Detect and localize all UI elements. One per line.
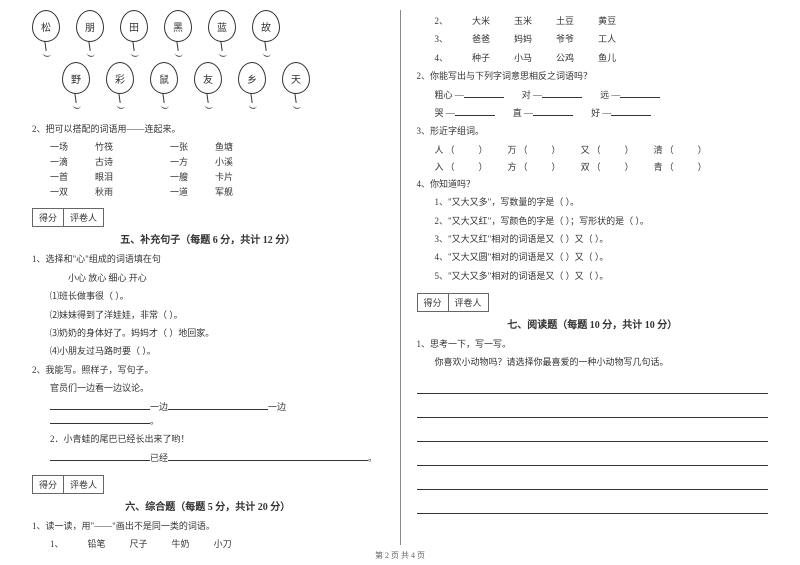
page-footer: 第 2 页 共 4 页 (0, 550, 800, 561)
column-divider (400, 10, 401, 545)
s6-q1-stem: 1、读一读，用"——"画出不是同一类的词语。 (32, 519, 384, 533)
score-box-7: 得分 评卷人 (417, 293, 769, 312)
balloon: 田 (120, 10, 150, 52)
s6-q4-item: 2、"又大又红"，写颜色的字是（ ）；写形状的是（ ）。 (417, 214, 769, 228)
writing-line (417, 472, 769, 490)
writing-line (417, 376, 769, 394)
s5-q2-stem: 2、我能写。照样子，写句子。 (32, 363, 384, 377)
balloon: 彩 (106, 62, 136, 104)
s6-q2-stem: 2、你能写出与下列字词意思相反之词语吗？ (417, 69, 769, 83)
page-container: 松 朋 田 黑 蓝 故 野 彩 鼠 友 乡 天 2、把可以搭配的词语用——连起来… (0, 0, 800, 565)
writing-line (417, 400, 769, 418)
s7-q1-stem: 1、思考一下，写一写。 (417, 337, 769, 351)
balloon: 野 (62, 62, 92, 104)
score-label: 得分 (32, 475, 64, 494)
balloon: 黑 (164, 10, 194, 52)
s6-q4-item: 3、"又大又红"相对的词语是又（ ）又（ ）。 (417, 232, 769, 246)
balloon-row-2: 野 彩 鼠 友 乡 天 (62, 62, 384, 104)
s6-q4-item: 1、"又大又多"，写数量的字是（ ）。 (417, 195, 769, 209)
s5-q1-item: ⑴班长做事很（ ）。 (32, 289, 384, 303)
reviewer-label: 评卷人 (64, 208, 104, 227)
s6-q3-row2: 入（ ） 方（ ） 双（ ） 青（ ） (435, 160, 769, 173)
score-label: 得分 (32, 208, 64, 227)
s5-q1-options: 小心 放心 细心 开心 (32, 271, 384, 285)
s6-q3-stem: 3、形近字组词。 (417, 124, 769, 138)
score-label: 得分 (417, 293, 449, 312)
s5-q1-item: ⑷小朋友过马路时要（ ）。 (32, 344, 384, 358)
s5-q1-item: ⑵妹妹得到了洋娃娃，非常（ ）。 (32, 308, 384, 322)
q2-title: 2、把可以搭配的词语用——连起来。 (32, 122, 384, 136)
s6-q4-item: 4、"又大又圆"相对的词语是又（ ）又（ ）。 (417, 250, 769, 264)
balloon: 鼠 (150, 62, 180, 104)
writing-line (417, 448, 769, 466)
s5-q2-sub2: 2．小青蛙的尾巴已经长出来了哟！ (32, 432, 384, 446)
left-column: 松 朋 田 黑 蓝 故 野 彩 鼠 友 乡 天 2、把可以搭配的词语用——连起来… (20, 10, 396, 545)
balloon: 朋 (76, 10, 106, 52)
s6-q2-row1: 粗心 — 对 — 远 — (417, 88, 769, 102)
writing-line (417, 496, 769, 514)
s7-q1-prompt: 你喜欢小动物吗？请选择你最喜爱的一种小动物写几句话。 (417, 355, 769, 369)
right-column: 2、 大米 玉米 土豆 黄豆 3、 爸爸 妈妈 爷爷 工人 4、 种子 小马 公… (405, 10, 781, 545)
score-box-6: 得分 评卷人 (32, 475, 384, 494)
s6-q1-row2: 2、 大米 玉米 土豆 黄豆 (417, 14, 769, 28)
s5-q2-blank: 已经。 (32, 451, 384, 465)
balloon: 松 (32, 10, 62, 52)
score-box-5: 得分 评卷人 (32, 208, 384, 227)
reviewer-label: 评卷人 (449, 293, 489, 312)
section-5-title: 五、补充句子（每题 6 分，共计 12 分） (32, 231, 384, 246)
s6-q1-row4: 4、 种子 小马 公鸡 鱼儿 (417, 51, 769, 65)
s5-q1-item: ⑶奶奶的身体好了。妈妈才（ ）地回家。 (32, 326, 384, 340)
s6-q4-item: 5、"又大又多"相对的词语是又（ ）又（ ）。 (417, 269, 769, 283)
balloon: 蓝 (208, 10, 238, 52)
s6-q2-row2: 哭 — 直 — 好 — (417, 106, 769, 120)
s5-q2-line1: 官员们一边看一边议论。 (32, 381, 384, 395)
s6-q4-stem: 4、你知道吗？ (417, 177, 769, 191)
writing-line (417, 424, 769, 442)
section-6-title: 六、综合题（每题 5 分，共计 20 分） (32, 498, 384, 513)
reviewer-label: 评卷人 (64, 475, 104, 494)
section-7-title: 七、阅读题（每题 10 分，共计 10 分） (417, 316, 769, 331)
balloon-row-1: 松 朋 田 黑 蓝 故 (32, 10, 384, 52)
q2-pairs: 一场 竹筏一张 鱼塘 一滴 古诗一方 小溪 一首 眼泪一艘 卡片 一双 秋雨一道… (32, 140, 384, 198)
s6-q1-row3: 3、 爸爸 妈妈 爷爷 工人 (417, 32, 769, 46)
s6-q3-row1: 人（ ） 万（ ） 又（ ） 清（ ） (435, 143, 769, 156)
balloon: 友 (194, 62, 224, 104)
balloon: 故 (252, 10, 282, 52)
s5-q2-pattern: 一边一边。 (32, 400, 384, 429)
balloon: 天 (282, 62, 312, 104)
balloon: 乡 (238, 62, 268, 104)
s5-q1-stem: 1、选择和"心"组成的词语填在句 (32, 252, 384, 266)
